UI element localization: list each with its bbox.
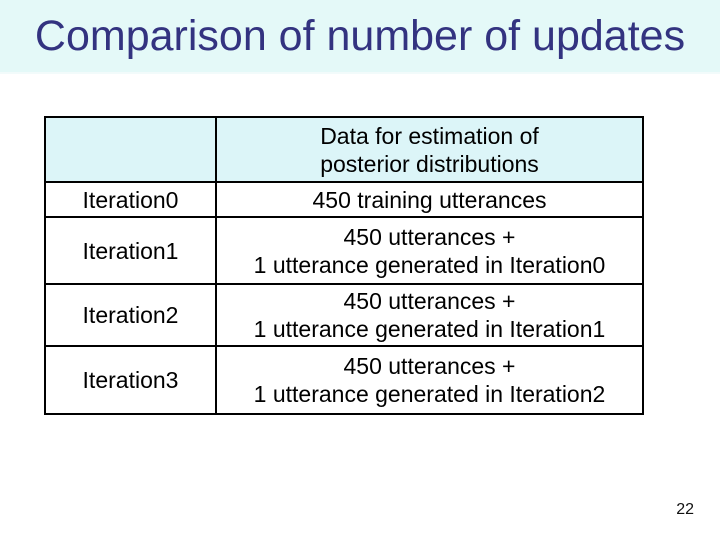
data-line-2: 1 utterance generated in Iteration1 (253, 316, 606, 342)
data-cell: 450 utterances + 1 utterance generated i… (215, 345, 644, 415)
table-row-iteration3: Iteration3 450 utterances + 1 utterance … (44, 345, 644, 415)
header-data-cell: Data for estimation of posterior distrib… (215, 116, 644, 183)
data-line-2: 1 utterance generated in Iteration2 (253, 381, 606, 407)
comparison-table: Data for estimation of posterior distrib… (44, 116, 644, 415)
data-line-1: 450 training utterances (312, 186, 547, 213)
data-cell: 450 utterances + 1 utterance generated i… (215, 283, 644, 347)
iteration-label-cell: Iteration2 (44, 283, 217, 347)
data-cell: 450 training utterances (215, 181, 644, 218)
header-line-2: posterior distributions (320, 150, 539, 177)
table-row-iteration2: Iteration2 450 utterances + 1 utterance … (44, 283, 644, 347)
data-line-1: 450 utterances + (343, 288, 516, 314)
table-row-iteration1: Iteration1 450 utterances + 1 utterance … (44, 216, 644, 285)
iteration-label-cell: Iteration3 (44, 345, 217, 415)
page-number: 22 (676, 501, 694, 518)
iteration-label-cell: Iteration0 (44, 181, 217, 218)
table-header-row: Data for estimation of posterior distrib… (44, 116, 644, 183)
data-line-1: 450 utterances + (343, 223, 516, 250)
data-cell: 450 utterances + 1 utterance generated i… (215, 216, 644, 285)
data-line-2: 1 utterance generated in Iteration0 (253, 251, 606, 278)
header-line-1: Data for estimation of (320, 122, 539, 149)
header-empty-cell (44, 116, 217, 183)
slide-title: Comparison of number of updates (34, 11, 686, 60)
title-band: Comparison of number of updates (0, 0, 720, 74)
data-line-1: 450 utterances + (343, 353, 516, 379)
table-row-iteration0: Iteration0 450 training utterances (44, 181, 644, 218)
iteration-label-cell: Iteration1 (44, 216, 217, 285)
